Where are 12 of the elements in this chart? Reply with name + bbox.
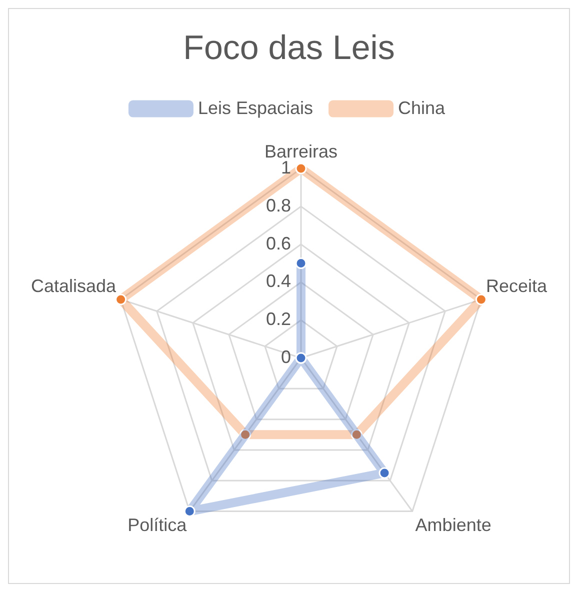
spoke-label: Política	[128, 515, 188, 536]
spoke-label: Receita	[486, 276, 548, 296]
legend-label: China	[398, 98, 446, 118]
y-tick-label: 0	[280, 346, 291, 367]
y-tick-label: 0.8	[266, 195, 291, 216]
y-tick-label: 0.2	[266, 309, 291, 330]
chart-title: Foco das Leis	[183, 28, 395, 67]
y-tick-label: 0.6	[266, 233, 291, 254]
y-tick-label: 0.4	[266, 271, 291, 292]
legend-label: Leis Espaciais	[198, 98, 314, 118]
spoke-label: Ambiente	[415, 515, 492, 536]
spoke-label: Catalisada	[30, 276, 118, 296]
